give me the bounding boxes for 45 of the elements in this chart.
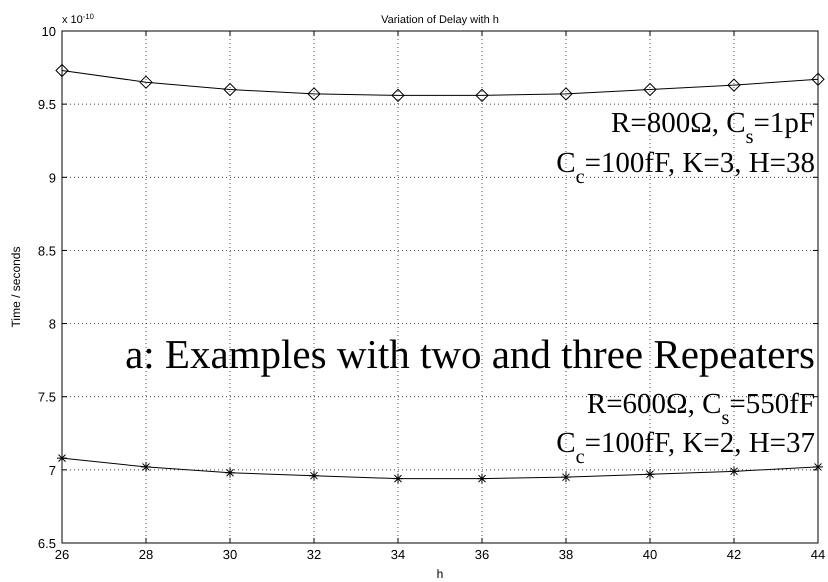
- point: [728, 466, 740, 477]
- point: [140, 76, 152, 89]
- point: [644, 83, 656, 96]
- x-tick-label: 32: [306, 547, 322, 562]
- point: [812, 72, 824, 86]
- x-tick-label: 36: [474, 547, 490, 562]
- x-tick-label: 30: [222, 547, 238, 562]
- annotation: R=600Ω, C$_{s}$=550fF: [586, 388, 815, 429]
- y-axis-title: Time / seconds: [9, 246, 23, 328]
- annotation: C$_{c}$=100fF, K=3, H=38: [556, 147, 815, 188]
- annotation: a: Examples with two and three Repeaters: [125, 331, 815, 377]
- point: [560, 472, 572, 483]
- y-tick-label: 10: [42, 24, 56, 39]
- x-tick-label: 40: [642, 547, 658, 562]
- y-tick-label: 9: [48, 170, 56, 186]
- point: [728, 78, 740, 92]
- point: [392, 473, 404, 484]
- annotation: C$_{c}$=100fF, K=2, H=37: [556, 427, 815, 468]
- point: [644, 468, 656, 480]
- y-tick-label: 8.5: [38, 243, 56, 258]
- y-tick-label: 7.5: [38, 390, 56, 405]
- point: [224, 467, 236, 478]
- point: [224, 83, 236, 96]
- y-tick-label: 9.5: [38, 97, 56, 112]
- point: [308, 87, 320, 100]
- x-axis-title: h: [436, 567, 444, 581]
- point: [308, 470, 320, 482]
- annotation: R=800Ω, C$_{s}$=1pF: [611, 107, 815, 148]
- y-tick-label: 7: [48, 462, 56, 478]
- x-tick-label: 38: [558, 547, 574, 562]
- point: [392, 88, 404, 102]
- point: [140, 461, 152, 472]
- y-tick-label: 6.5: [38, 536, 56, 551]
- chart-title: Variation of Delay with h: [381, 14, 499, 26]
- x-tick-label: 42: [726, 547, 742, 562]
- text: x 10$^{-10}$: [62, 12, 94, 26]
- point: [56, 64, 68, 77]
- x-tick-label: 44: [810, 547, 826, 562]
- point: [560, 87, 572, 100]
- point: [476, 88, 488, 102]
- x-tick-label: 28: [138, 547, 154, 562]
- point: [476, 473, 488, 484]
- x-tick-label: 34: [390, 547, 406, 562]
- y-tick-label: 8: [48, 316, 56, 332]
- x-tick-label: 26: [54, 547, 70, 562]
